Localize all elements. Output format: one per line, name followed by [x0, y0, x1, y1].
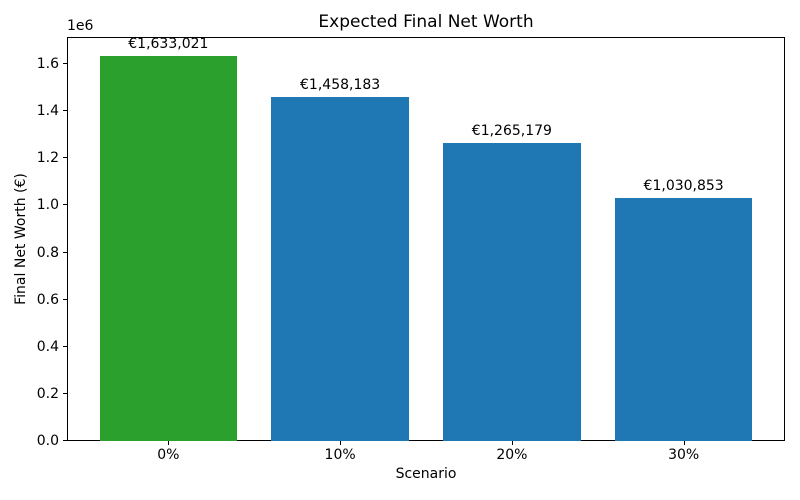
- y-tick-mark: [63, 299, 67, 300]
- x-axis-label: Scenario: [395, 466, 457, 482]
- y-tick-label: 0.4: [36, 338, 59, 355]
- y-tick-mark: [63, 393, 67, 394]
- bar-30%: [614, 198, 753, 441]
- x-tick-label: 20%: [496, 447, 528, 463]
- y-tick-mark: [63, 440, 67, 441]
- x-tick-label: 0%: [157, 447, 180, 463]
- y-tick-label: 1.6: [36, 56, 59, 73]
- x-tick-mark: [511, 441, 513, 445]
- x-tick-mark: [683, 441, 685, 445]
- bar-value-label: €1,265,179: [471, 122, 552, 139]
- bar-value-label: €1,030,853: [643, 178, 724, 195]
- y-tick-label: 0.0: [36, 433, 59, 449]
- bar-value-label: €1,458,183: [300, 77, 381, 94]
- bar-20%: [443, 142, 581, 441]
- y-tick-mark: [63, 204, 67, 205]
- x-tick-mark: [340, 441, 342, 445]
- x-tick-label: 10%: [324, 447, 356, 463]
- bar-10%: [271, 97, 409, 441]
- y-axis-label: Final Net Worth (€): [13, 173, 29, 305]
- y-tick-label: 1.4: [36, 103, 59, 120]
- y-tick-mark: [63, 110, 67, 111]
- y-tick-label: 0.2: [36, 385, 59, 402]
- y-tick-mark: [63, 63, 67, 64]
- chart-title: Expected Final Net Worth: [318, 12, 534, 32]
- y-axis-offset-text: 1e6: [67, 18, 94, 34]
- x-tick-mark: [168, 441, 170, 445]
- y-tick-label: 0.8: [36, 244, 59, 261]
- y-tick-label: 1.0: [36, 197, 59, 214]
- y-tick-mark: [63, 346, 67, 347]
- y-tick-mark: [63, 252, 67, 253]
- bar-0%: [99, 56, 238, 441]
- y-tick-label: 1.2: [36, 150, 59, 167]
- bar-value-label: €1,633,021: [128, 36, 209, 53]
- y-tick-label: 0.6: [36, 291, 59, 308]
- x-tick-label: 30%: [668, 447, 700, 463]
- y-tick-mark: [63, 157, 67, 158]
